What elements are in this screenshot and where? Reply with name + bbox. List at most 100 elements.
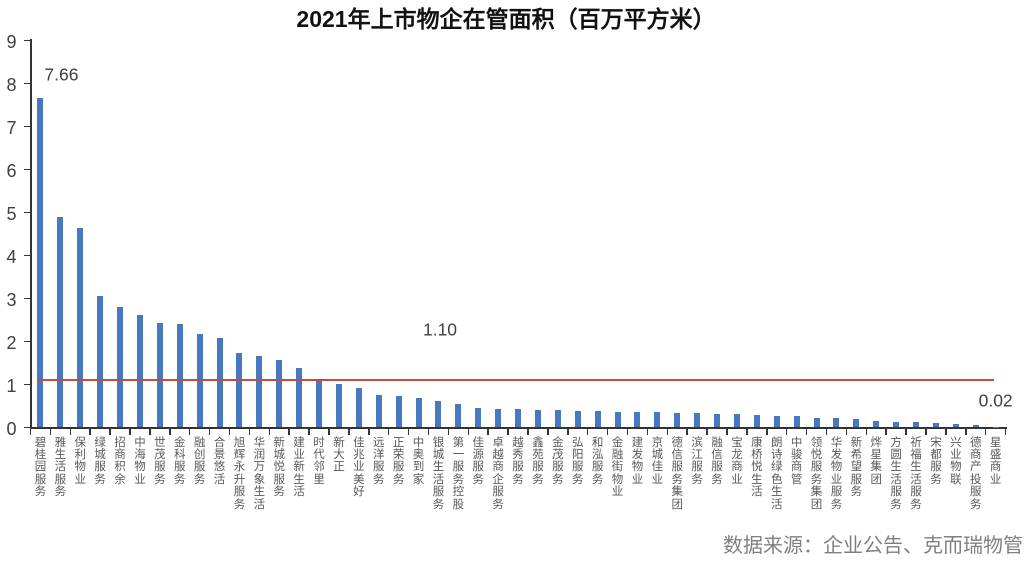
bar	[296, 367, 303, 428]
bar	[992, 426, 999, 428]
bar	[932, 422, 939, 428]
x-axis-tick	[766, 428, 768, 435]
y-axis-tick-label: 0	[6, 418, 17, 439]
bar	[355, 387, 362, 428]
category-label: 世茂服务	[154, 436, 166, 486]
category-label: 金茂服务	[552, 436, 564, 486]
bar	[952, 423, 959, 428]
x-axis-tick	[706, 428, 708, 435]
category-label: 中骏商管	[790, 436, 803, 486]
x-axis-tick	[547, 428, 549, 435]
x-axis-tick	[427, 428, 430, 435]
y-axis-tick	[23, 39, 30, 42]
y-axis-tick	[23, 340, 30, 343]
reference-line-label: 1.10	[422, 319, 458, 340]
y-axis-tick	[23, 297, 30, 300]
category-label: 滨江服务	[691, 436, 703, 486]
data-source-note: 数据来源：企业公告、克而瑞物管	[723, 535, 1023, 557]
category-label: 华发物业服务	[830, 436, 843, 511]
category-label: 华润万象生活	[253, 436, 266, 511]
category-label: 正荣服务	[392, 436, 405, 486]
x-axis-tick	[288, 428, 290, 435]
x-axis-tick	[447, 428, 450, 435]
category-label: 祈福生活服务	[910, 436, 922, 511]
category-label: 康桥悦生活	[751, 436, 763, 499]
category-label: 碧桂园服务	[34, 436, 47, 499]
bar	[813, 417, 820, 428]
x-axis-tick	[945, 428, 947, 435]
category-label: 佳源服务	[472, 436, 485, 486]
bar	[674, 412, 681, 428]
y-axis-tick-label: 3	[6, 289, 17, 310]
bar	[654, 412, 661, 428]
category-label: 卓越商企服务	[492, 436, 504, 511]
bar	[495, 408, 502, 428]
x-axis-tick	[169, 428, 171, 435]
bar	[694, 413, 701, 428]
x-axis-tick	[586, 428, 589, 435]
bar	[156, 323, 163, 428]
category-label: 旭辉永升服务	[233, 436, 246, 511]
average-reference-line	[36, 379, 994, 382]
category-label: 建业新生活	[293, 436, 305, 499]
category-label: 宝龙商业	[731, 436, 743, 486]
x-axis-tick	[805, 428, 808, 435]
category-label: 方圆生活服务	[890, 436, 902, 511]
bar	[614, 411, 621, 428]
category-label: 兴业物联	[950, 436, 962, 486]
x-axis-tick	[248, 428, 251, 435]
x-axis-tick	[527, 428, 529, 435]
bar	[733, 414, 740, 428]
x-axis-tick	[328, 428, 330, 435]
x-axis-tick	[1004, 428, 1007, 435]
bar	[634, 412, 641, 428]
category-label: 融创服务	[193, 436, 206, 486]
bar	[853, 419, 860, 428]
x-axis-tick	[29, 428, 32, 435]
category-label: 雅生活服务	[54, 436, 67, 499]
category-label: 新大正	[333, 436, 345, 474]
x-axis-tick	[129, 428, 131, 435]
category-label: 招商积余	[114, 436, 126, 486]
bar	[37, 98, 44, 428]
bar-value-label: 0.02	[978, 390, 1013, 411]
chart-title: 2021年上市物企在管面积（百万平方米）	[296, 6, 716, 32]
x-axis-tick	[507, 428, 509, 435]
y-axis-tick	[23, 383, 30, 386]
x-axis-tick	[89, 428, 91, 435]
bar	[57, 217, 64, 428]
category-label: 金科服务	[174, 436, 186, 486]
x-axis-tick	[726, 428, 728, 435]
x-axis-tick	[606, 428, 609, 435]
category-label: 时代邻里	[313, 436, 325, 486]
x-axis-tick	[965, 428, 967, 435]
x-axis-tick	[487, 428, 489, 435]
category-label: 融信服务	[711, 436, 723, 486]
y-axis-tick	[23, 254, 30, 257]
x-axis-tick	[925, 428, 927, 435]
bar	[913, 422, 920, 428]
category-label: 金融街物业	[611, 436, 624, 499]
bar	[714, 413, 721, 428]
y-axis-line	[29, 38, 32, 429]
y-axis-tick	[23, 211, 30, 214]
bar	[176, 324, 183, 428]
x-axis-tick	[109, 428, 111, 435]
bar	[972, 424, 979, 428]
y-axis-tick	[23, 168, 30, 171]
bar	[97, 295, 104, 428]
y-axis-tick-label: 4	[6, 246, 17, 267]
y-axis-tick	[23, 125, 30, 128]
category-label: 中奥到家	[412, 436, 425, 486]
y-axis-tick	[23, 426, 30, 429]
category-label: 和泓服务	[591, 436, 604, 486]
y-axis-tick-label: 6	[6, 160, 17, 181]
x-axis-tick	[567, 428, 569, 435]
x-axis-tick	[467, 428, 470, 435]
category-label: 保利物业	[74, 436, 87, 486]
x-axis-tick	[865, 428, 868, 435]
y-axis-tick-label: 1	[6, 375, 17, 396]
category-label: 新希望服务	[850, 436, 863, 499]
category-label: 新城悦服务	[273, 436, 286, 499]
x-axis-tick	[626, 428, 629, 435]
